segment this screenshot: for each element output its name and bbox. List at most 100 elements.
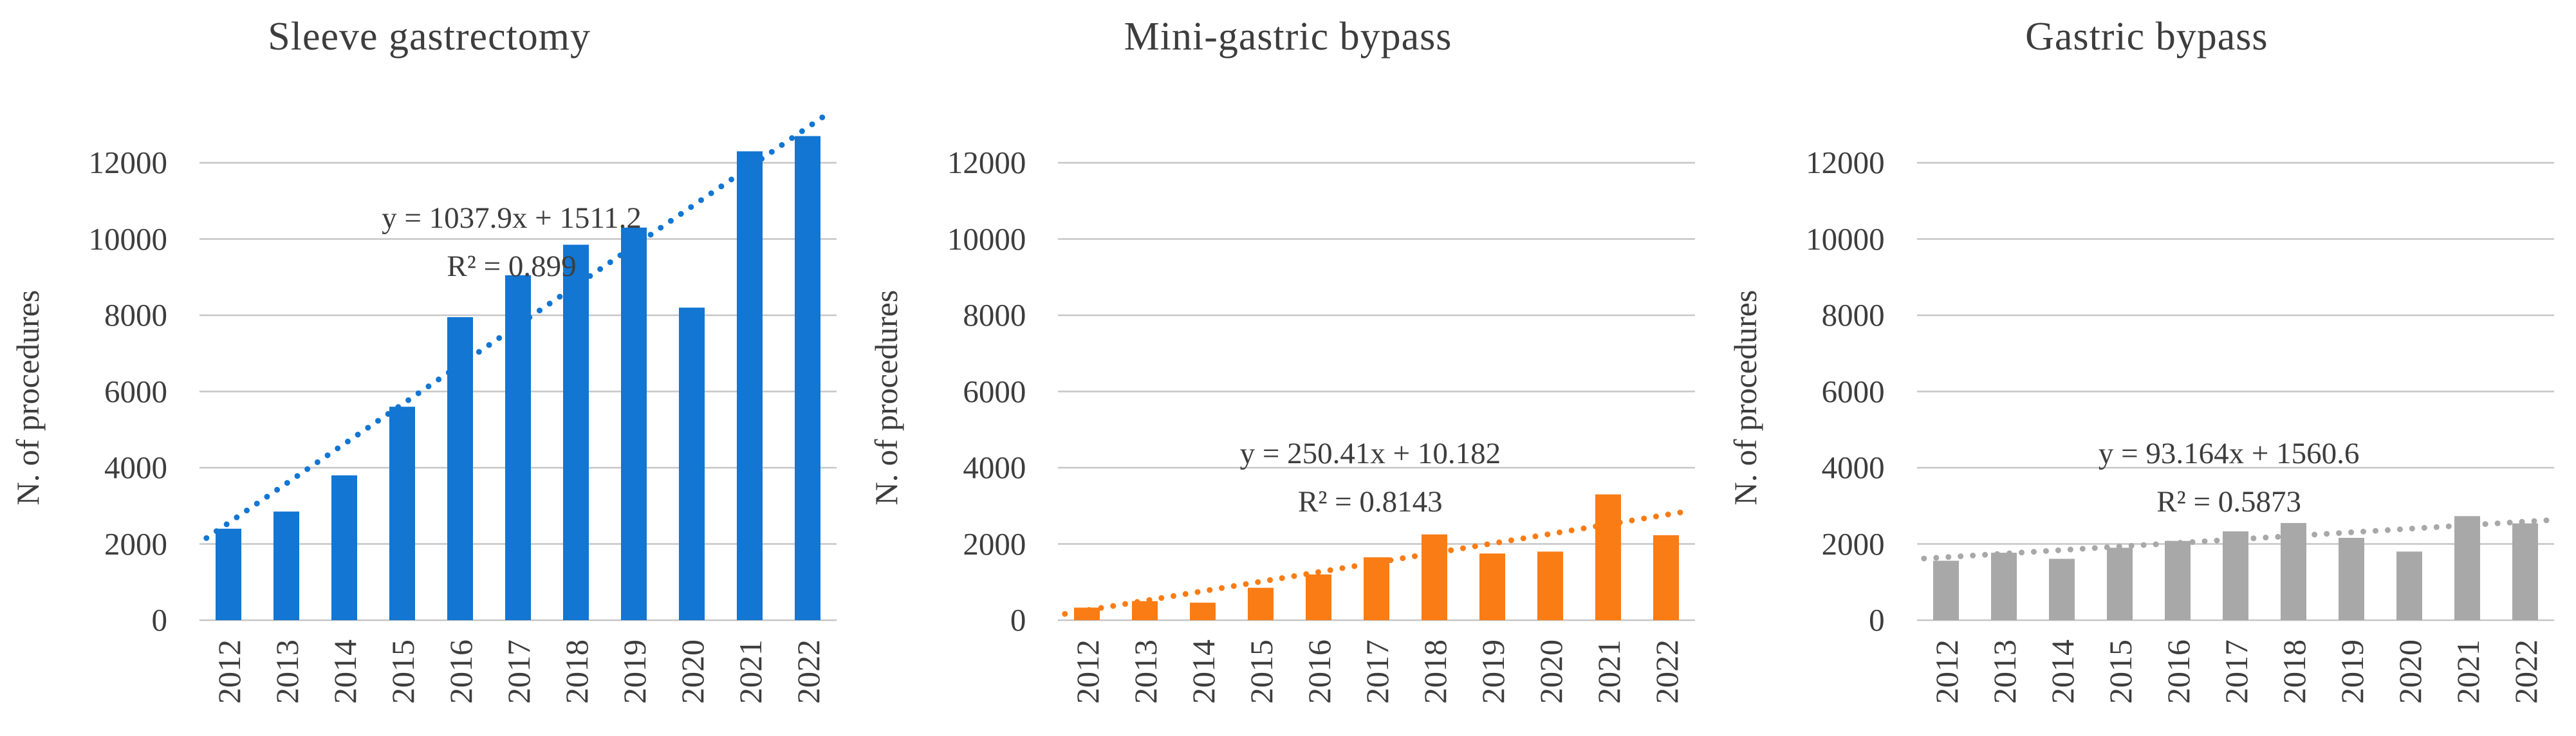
y-axis-title: N. of procedures bbox=[868, 290, 905, 506]
x-tick-label: 2016 bbox=[1301, 639, 1338, 704]
r-squared-value: R² = 0.899 bbox=[447, 250, 577, 283]
bar-2013 bbox=[273, 511, 299, 620]
bar-2018 bbox=[2280, 522, 2306, 620]
bar-2016 bbox=[2164, 540, 2191, 620]
trendline bbox=[203, 109, 833, 541]
bar-2013 bbox=[1990, 553, 2017, 620]
y-tick-label: 8000 bbox=[963, 297, 1026, 333]
y-tick-label: 10000 bbox=[88, 221, 168, 257]
x-tick-label: 2016 bbox=[443, 639, 479, 704]
bar-2015 bbox=[2106, 547, 2133, 620]
y-tick-label: 2000 bbox=[963, 526, 1026, 562]
bar-2017 bbox=[1364, 557, 1390, 620]
x-tick-label: 2020 bbox=[2391, 639, 2428, 704]
y-tick-label: 12000 bbox=[88, 145, 168, 180]
y-tick-label: 12000 bbox=[947, 145, 1026, 180]
chart-sleeve-gastrectomy: Sleeve gastrectomy N. of procedures y = … bbox=[0, 0, 858, 736]
bar-2012 bbox=[216, 528, 241, 620]
x-tick-label: 2014 bbox=[327, 639, 363, 704]
y-tick-label: 8000 bbox=[1821, 297, 1885, 333]
y-tick-label: 12000 bbox=[1806, 145, 1885, 180]
x-tick-label: 2019 bbox=[1475, 639, 1512, 704]
bar-2015 bbox=[389, 407, 415, 620]
x-tick-label: 2015 bbox=[385, 639, 421, 704]
x-tick-label: 2015 bbox=[1243, 639, 1280, 704]
bar-2014 bbox=[2048, 558, 2075, 620]
y-tick-label: 6000 bbox=[963, 373, 1026, 409]
trendline bbox=[1062, 508, 1692, 617]
bar-2016 bbox=[1306, 574, 1332, 620]
x-tick-label: 2017 bbox=[2218, 639, 2254, 704]
r-squared-value: R² = 0.5873 bbox=[2156, 485, 2301, 519]
x-tick-label: 2017 bbox=[501, 639, 537, 704]
plot-area bbox=[1916, 161, 2554, 621]
chart-title: Gastric bypass bbox=[2025, 15, 2268, 59]
x-tick-label: 2013 bbox=[269, 639, 305, 704]
x-tick-label: 2020 bbox=[1533, 639, 1570, 704]
x-tick-label: 2012 bbox=[211, 639, 247, 704]
plot-area bbox=[1058, 161, 1696, 621]
bar-2018 bbox=[563, 244, 589, 620]
x-tick-label: 2013 bbox=[1127, 639, 1164, 704]
x-tick-label: 2015 bbox=[2102, 639, 2138, 704]
bar-2012 bbox=[1074, 607, 1100, 620]
y-tick-label: 10000 bbox=[1806, 221, 1885, 257]
x-tick-label: 2019 bbox=[2333, 639, 2370, 704]
y-tick-label: 6000 bbox=[1821, 373, 1885, 409]
x-tick-label: 2012 bbox=[1070, 639, 1106, 704]
x-tick-label: 2016 bbox=[2160, 639, 2196, 704]
bar-2019 bbox=[2338, 538, 2364, 620]
bar-2014 bbox=[1190, 602, 1216, 620]
plot-area bbox=[199, 109, 837, 621]
x-tick-label: 2017 bbox=[1359, 639, 1396, 704]
bar-2021 bbox=[2454, 516, 2480, 620]
y-tick-label: 4000 bbox=[1821, 450, 1885, 485]
x-tick-label: 2018 bbox=[559, 639, 595, 704]
bar-2020 bbox=[2396, 551, 2422, 620]
x-tick-label: 2014 bbox=[1185, 639, 1222, 704]
bar-2012 bbox=[1932, 560, 1959, 620]
x-tick-label: 2018 bbox=[1417, 639, 1454, 704]
bar-2022 bbox=[2512, 523, 2538, 620]
trendline-equation: y = 1037.9x + 1511.2 bbox=[382, 201, 642, 235]
chart-title: Mini-gastric bypass bbox=[1124, 15, 1452, 59]
bar-2022 bbox=[1653, 535, 1680, 620]
x-tick-label: 2022 bbox=[2507, 639, 2544, 704]
x-tick-label: 2020 bbox=[674, 639, 710, 704]
x-tick-label: 2021 bbox=[1591, 639, 1627, 704]
y-tick-label: 2000 bbox=[1821, 526, 1885, 562]
x-tick-label: 2014 bbox=[2044, 639, 2080, 704]
bar-2020 bbox=[1537, 551, 1564, 620]
bar-2021 bbox=[737, 151, 763, 621]
x-tick-label: 2022 bbox=[790, 639, 826, 704]
bar-2019 bbox=[621, 227, 647, 621]
x-tick-label: 2019 bbox=[616, 639, 653, 704]
y-tick-label: 4000 bbox=[963, 450, 1026, 485]
bar-2014 bbox=[331, 475, 357, 620]
x-tick-label: 2022 bbox=[1649, 639, 1685, 704]
bar-2017 bbox=[505, 275, 531, 621]
chart-title: Sleeve gastrectomy bbox=[268, 15, 591, 59]
x-tick-label: 2013 bbox=[1986, 639, 2023, 704]
bar-2015 bbox=[1248, 587, 1274, 620]
bar-2020 bbox=[679, 308, 705, 620]
bar-2021 bbox=[1595, 494, 1622, 620]
chart-gastric-bypass: Gastric bypass N. of procedures y = 93.1… bbox=[1718, 0, 2576, 736]
r-squared-value: R² = 0.8143 bbox=[1297, 485, 1443, 519]
x-tick-label: 2021 bbox=[2449, 639, 2486, 704]
trendline-annotation: y = 250.41x + 10.182 R² = 0.8143 bbox=[1142, 430, 1598, 526]
x-tick-label: 2018 bbox=[2275, 639, 2312, 704]
y-axis-title: N. of procedures bbox=[1727, 290, 1763, 506]
y-tick-label: 0 bbox=[1869, 602, 1885, 638]
x-tick-label: 2021 bbox=[732, 639, 768, 704]
y-tick-label: 6000 bbox=[104, 373, 167, 409]
trendline-annotation: y = 1037.9x + 1511.2 R² = 0.899 bbox=[283, 194, 740, 291]
y-tick-label: 0 bbox=[1010, 602, 1026, 638]
trendline-annotation: y = 93.164x + 1560.6 R² = 0.5873 bbox=[2001, 430, 2458, 526]
y-tick-label: 0 bbox=[151, 602, 168, 638]
x-tick-label: 2012 bbox=[1928, 639, 1965, 704]
trendline-equation: y = 93.164x + 1560.6 bbox=[2098, 437, 2360, 470]
bar-2019 bbox=[1479, 553, 1506, 620]
trendline-equation: y = 250.41x + 10.182 bbox=[1239, 437, 1501, 470]
